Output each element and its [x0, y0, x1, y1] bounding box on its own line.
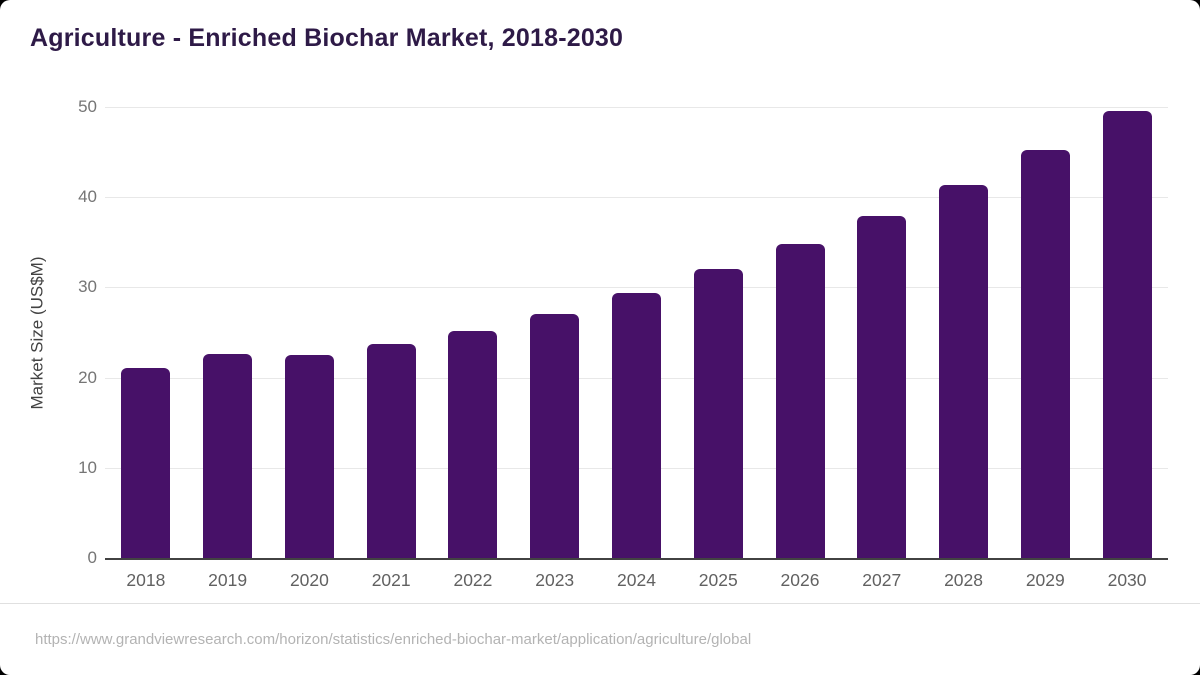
bar-2030[interactable]	[1102, 110, 1152, 558]
bar-2021[interactable]	[366, 344, 416, 558]
bar-slot-2028	[923, 107, 1005, 558]
bar-2018[interactable]	[121, 367, 171, 558]
bar-slot-2025	[677, 107, 759, 558]
x-axis-labels: 2018 2019 2020 2021 2022 2023 2024 2025 2026 2027…	[105, 570, 1168, 591]
y-tick-label: 20	[78, 367, 97, 387]
bar-2024[interactable]	[611, 292, 661, 558]
footer-divider	[0, 603, 1200, 604]
x-tick-label-2029: 2029	[1025, 570, 1065, 590]
bar-2028[interactable]	[939, 185, 989, 558]
y-tick-label: 50	[78, 97, 97, 116]
y-axis-ticks: 0 10 20 30 40 50	[0, 97, 97, 567]
x-tick-label-2022: 2022	[453, 570, 493, 590]
x-tick-label-2028: 2028	[944, 570, 983, 590]
x-tick-label-2027: 2027	[862, 570, 902, 590]
bar-slot-2029	[1004, 107, 1086, 558]
bar-slot-2020	[269, 107, 351, 558]
y-tick-label: 0	[87, 548, 97, 567]
chart-title: Agriculture - Enriched Biochar Market, 2…	[30, 24, 624, 52]
bar-2027[interactable]	[857, 216, 907, 558]
x-tick-label-2020: 2020	[289, 570, 329, 590]
y-tick-label: 10	[78, 457, 97, 477]
bar-slot-2023	[514, 107, 596, 558]
x-tick-label-2030: 2030	[1107, 570, 1147, 590]
x-tick-label-2018: 2018	[126, 570, 166, 590]
bar-slot-2022	[432, 107, 514, 558]
y-tick-label: 40	[78, 187, 97, 207]
bar-2023[interactable]	[530, 313, 580, 558]
source-url: https://www.grandviewresearch.com/horizo…	[35, 631, 752, 648]
bar-2019[interactable]	[203, 354, 253, 558]
bar-slot-2018	[105, 107, 187, 558]
x-tick-label-2023: 2023	[535, 570, 575, 590]
bar-slot-2024	[596, 107, 678, 558]
bar-slot-2030	[1086, 107, 1168, 558]
gridline	[105, 107, 1168, 108]
bar-2020[interactable]	[284, 355, 334, 558]
x-tick-label-2026: 2026	[780, 570, 820, 590]
bar-slot-2026	[759, 107, 841, 558]
x-tick-label-2025: 2025	[698, 570, 738, 590]
bar-2025[interactable]	[693, 269, 743, 558]
bar-slot-2027	[841, 107, 923, 558]
bar-slot-2021	[350, 107, 432, 558]
gridline	[105, 287, 1168, 289]
bars-layer	[105, 107, 1168, 558]
x-tick-label-2024: 2024	[617, 570, 656, 590]
x-tick-label-2021: 2021	[371, 570, 411, 590]
bar-2022[interactable]	[448, 330, 498, 558]
bar-slot-2019	[187, 107, 269, 558]
bar-2026[interactable]	[775, 244, 825, 558]
gridline	[105, 197, 1168, 199]
x-tick-label-2019: 2019	[208, 570, 248, 590]
y-tick-label: 30	[78, 277, 97, 297]
bar-2029[interactable]	[1020, 150, 1070, 558]
